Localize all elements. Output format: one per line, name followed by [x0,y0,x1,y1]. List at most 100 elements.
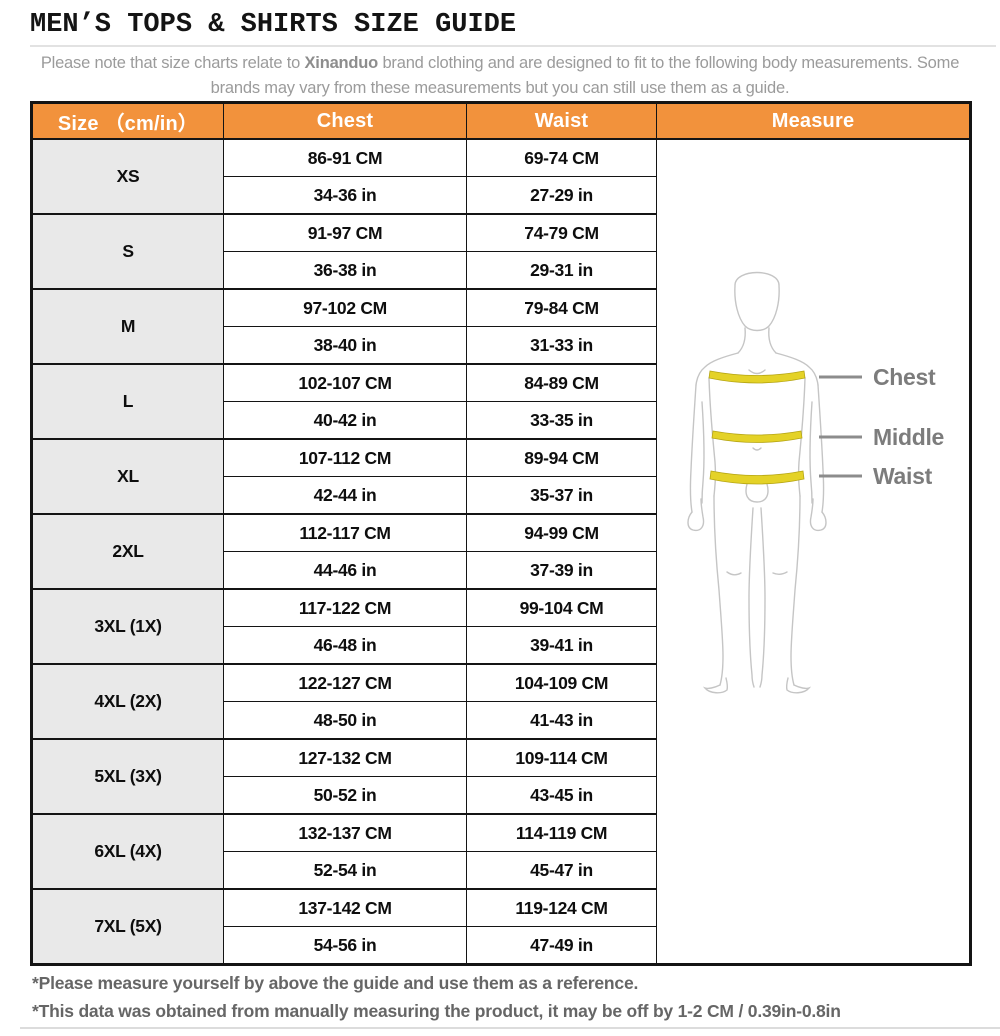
column-header-chest: Chest [223,102,467,140]
size-row-in: 42-44 in 35-37 in [32,476,971,515]
size-label: L [31,363,224,440]
chest-cm-value: 91-97 CM [223,213,467,252]
size-label: 4XL (2X) [31,663,224,740]
size-label: 7XL (5X) [31,888,224,965]
waist-cm-value: 69-74 CM [466,138,657,177]
size-label: 2XL [31,513,224,590]
middle-band [711,430,803,443]
size-row-in: 48-50 in 41-43 in [32,701,971,740]
measure-label-waist: Waist [873,463,933,489]
size-row-in: 38-40 in 31-33 in [32,326,971,365]
waist-in-value: 45-47 in [466,851,657,890]
size-row-in: 44-46 in 37-39 in [32,551,971,590]
size-row-cm: S 91-97 CM 74-79 CM [31,213,971,290]
waist-cm-value: 99-104 CM [466,588,657,627]
waist-in-value: 27-29 in [466,176,657,215]
note-text-before-brand: Please note that size charts relate to [40,54,305,72]
size-table-body: XS 86-91 CM 69-74 CM [31,138,971,965]
size-row-cm: 5XL (3X) 127-132 CM 109-114 CM [31,738,971,815]
waist-in-value: 43-45 in [466,776,657,815]
note-text-after-brand: brand clothing and are designed to fit t… [210,54,960,97]
size-row-in: 34-36 in 27-29 in [32,176,971,215]
size-label: 5XL (3X) [31,738,224,815]
chest-cm-value: 137-142 CM [223,888,467,927]
size-guide-note: Please note that size charts relate to X… [20,51,980,101]
size-row-in: 40-42 in 33-35 in [32,401,971,440]
measure-label-middle: Middle [873,424,944,450]
footnote-measure-reference: *Please measure yourself by above the gu… [32,973,639,993]
size-row-cm: 7XL (5X) 137-142 CM 119-124 CM [31,888,971,965]
chest-in-value: 44-46 in [223,551,467,590]
size-row-cm: XL 107-112 CM 89-94 CM [31,438,971,515]
chest-cm-value: 117-122 CM [223,588,467,627]
waist-in-value: 37-39 in [466,551,657,590]
size-label: 6XL (4X) [31,813,224,890]
size-label: S [31,213,224,290]
waist-cm-value: 94-99 CM [466,513,657,552]
brand-name: Xinanduo [304,54,379,72]
chest-cm-value: 86-91 CM [223,138,467,177]
size-chart-header: Size （cm/in） Chest Waist Measure [31,102,971,140]
chest-band [708,370,806,384]
size-label: 3XL (1X) [31,588,224,665]
footnotes: *Please measure yourself by above the gu… [32,969,992,1025]
waist-in-value: 47-49 in [466,926,657,965]
size-row-in: 50-52 in 43-45 in [32,776,971,815]
footnote-tolerance: *This data was obtained from manually me… [32,1001,841,1021]
waist-in-value: 41-43 in [466,701,657,740]
waist-cm-value: 89-94 CM [466,438,657,477]
size-row-cm: L 102-107 CM 84-89 CM [31,363,971,440]
chest-in-value: 52-54 in [223,851,467,890]
chest-cm-value: 102-107 CM [223,363,467,402]
waist-cm-value: 74-79 CM [466,213,657,252]
chest-cm-value: 97-102 CM [223,288,467,327]
chest-cm-value: 107-112 CM [223,438,467,477]
size-row-cm: XS 86-91 CM 69-74 CM [31,138,971,965]
waist-cm-value: 114-119 CM [466,813,657,852]
chest-in-value: 38-40 in [223,326,467,365]
chest-in-value: 40-42 in [223,401,467,440]
waist-cm-value: 109-114 CM [466,738,657,777]
body-measure-figure: Chest Middle Waist [687,271,944,694]
body-outline-illustration [687,271,827,694]
bottom-divider [20,1027,1000,1029]
size-chart-table: Size （cm/in） Chest Waist Measure XS 86-91… [30,101,972,966]
chest-in-value: 36-38 in [223,251,467,290]
chest-cm-value: 132-137 CM [223,813,467,852]
chest-cm-value: 112-117 CM [223,513,467,552]
chest-in-value: 34-36 in [223,176,467,215]
measure-diagram-cell: Chest Middle Waist [656,138,971,965]
column-header-size: Size （cm/in） [31,102,224,140]
size-row-cm: 6XL (4X) 132-137 CM 114-119 CM [31,813,971,890]
chest-in-value: 46-48 in [223,626,467,665]
size-row-cm: 3XL (1X) 117-122 CM 99-104 CM [31,588,971,665]
waist-in-value: 31-33 in [466,326,657,365]
column-header-measure: Measure [656,102,971,140]
size-row-cm: M 97-102 CM 79-84 CM [31,288,971,365]
chest-in-value: 42-44 in [223,476,467,515]
waist-in-value: 35-37 in [466,476,657,515]
chest-cm-value: 122-127 CM [223,663,467,702]
size-row-cm: 4XL (2X) 122-127 CM 104-109 CM [31,663,971,740]
waist-in-value: 33-35 in [466,401,657,440]
size-label: XS [31,138,224,215]
waist-cm-value: 79-84 CM [466,288,657,327]
waist-cm-value: 119-124 CM [466,888,657,927]
chest-in-value: 48-50 in [223,701,467,740]
waist-in-value: 39-41 in [466,626,657,665]
chest-cm-value: 127-132 CM [223,738,467,777]
size-row-in: 46-48 in 39-41 in [32,626,971,665]
measure-label-chest: Chest [873,364,936,390]
waist-cm-value: 84-89 CM [466,363,657,402]
chest-in-value: 54-56 in [223,926,467,965]
waist-cm-value: 104-109 CM [466,663,657,702]
waist-in-value: 29-31 in [466,251,657,290]
chest-in-value: 50-52 in [223,776,467,815]
size-label: M [31,288,224,365]
size-row-in: 36-38 in 29-31 in [32,251,971,290]
size-row-in: 54-56 in 47-49 in [32,926,971,965]
page-title: MEN’S TOPS & SHIRTS SIZE GUIDE [30,10,996,47]
column-header-waist: Waist [466,102,657,140]
waist-band [709,470,805,485]
